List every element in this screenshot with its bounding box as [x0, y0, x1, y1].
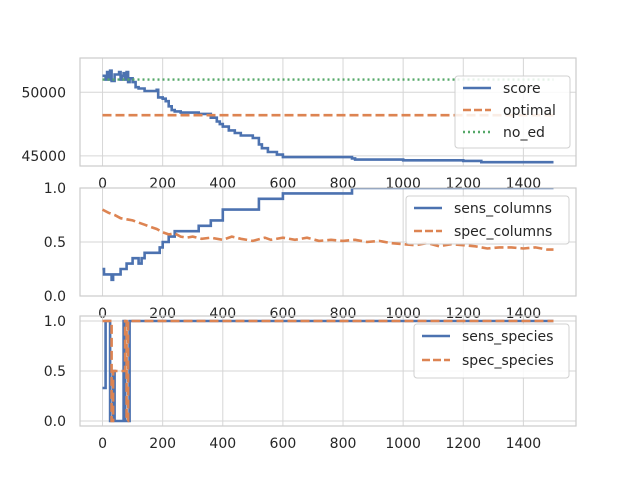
legend-label-spec-species: spec_species	[462, 353, 554, 369]
x-tick-label: 1400	[506, 436, 542, 452]
x-tick-label: 800	[330, 436, 357, 452]
y-tick-label: 1.0	[44, 314, 66, 330]
axes-frame	[79, 57, 577, 167]
y-tick-label: 45000	[21, 149, 66, 165]
legend-box	[405, 195, 570, 245]
legend-label-spec-columns: spec_columns	[454, 224, 552, 240]
y-tick-label: 0.5	[44, 235, 66, 251]
x-tick-label: 0	[98, 436, 107, 452]
x-tick-label: 0	[98, 176, 107, 192]
legend-box	[454, 75, 571, 149]
x-tick-label: 1000	[385, 306, 421, 322]
x-tick-label: 200	[149, 436, 176, 452]
series-line-spec-columns	[101, 208, 554, 251]
legend: score optimal no_ed	[454, 75, 571, 149]
x-tick-label: 400	[209, 306, 236, 322]
x-tick-label: 1400	[506, 306, 542, 322]
series-line-score	[102, 69, 554, 164]
axes-frame	[79, 187, 577, 297]
x-tick-label: 200	[149, 306, 176, 322]
y-tick-label: 1.0	[44, 181, 66, 197]
x-tick-label: 600	[270, 436, 297, 452]
legend-label-score: score	[503, 81, 541, 97]
x-tick-label: 400	[209, 436, 236, 452]
legend-label-sens-species: sens_species	[462, 329, 553, 345]
x-tick-label: 1000	[385, 436, 421, 452]
legend-label-sens-columns: sens_columns	[454, 201, 552, 217]
y-tick-label: 50000	[21, 85, 66, 101]
x-tick-label: 600	[270, 306, 297, 322]
y-tick-label: 0.5	[44, 364, 66, 380]
x-tick-label: 1200	[445, 436, 481, 452]
subplot-2: 0 200 400 600 800 1000 1200 1400 0.0 0.5 1.0 sens_c…	[44, 181, 577, 322]
subplot-3: 0 200 400 600 800 1000 1200 1400 0.0 0.5 1.0 sens_s…	[44, 314, 577, 452]
legend-box	[413, 323, 570, 379]
legend: sens_columns spec_columns	[405, 195, 570, 245]
x-tick-label: 1200	[445, 306, 481, 322]
series-line-sens-columns	[102, 188, 554, 282]
legend-label-no-ed: no_ed	[503, 125, 545, 141]
legend-label-optimal: optimal	[503, 103, 556, 119]
x-tick-label: 800	[330, 306, 357, 322]
series-line-spec-species	[102, 319, 554, 423]
y-tick-label: 0.0	[44, 414, 66, 430]
x-tick-label: 0	[98, 306, 107, 322]
legend: sens_species spec_species	[413, 323, 570, 379]
axes-frame	[79, 315, 577, 427]
y-tick-label: 0.0	[44, 289, 66, 305]
